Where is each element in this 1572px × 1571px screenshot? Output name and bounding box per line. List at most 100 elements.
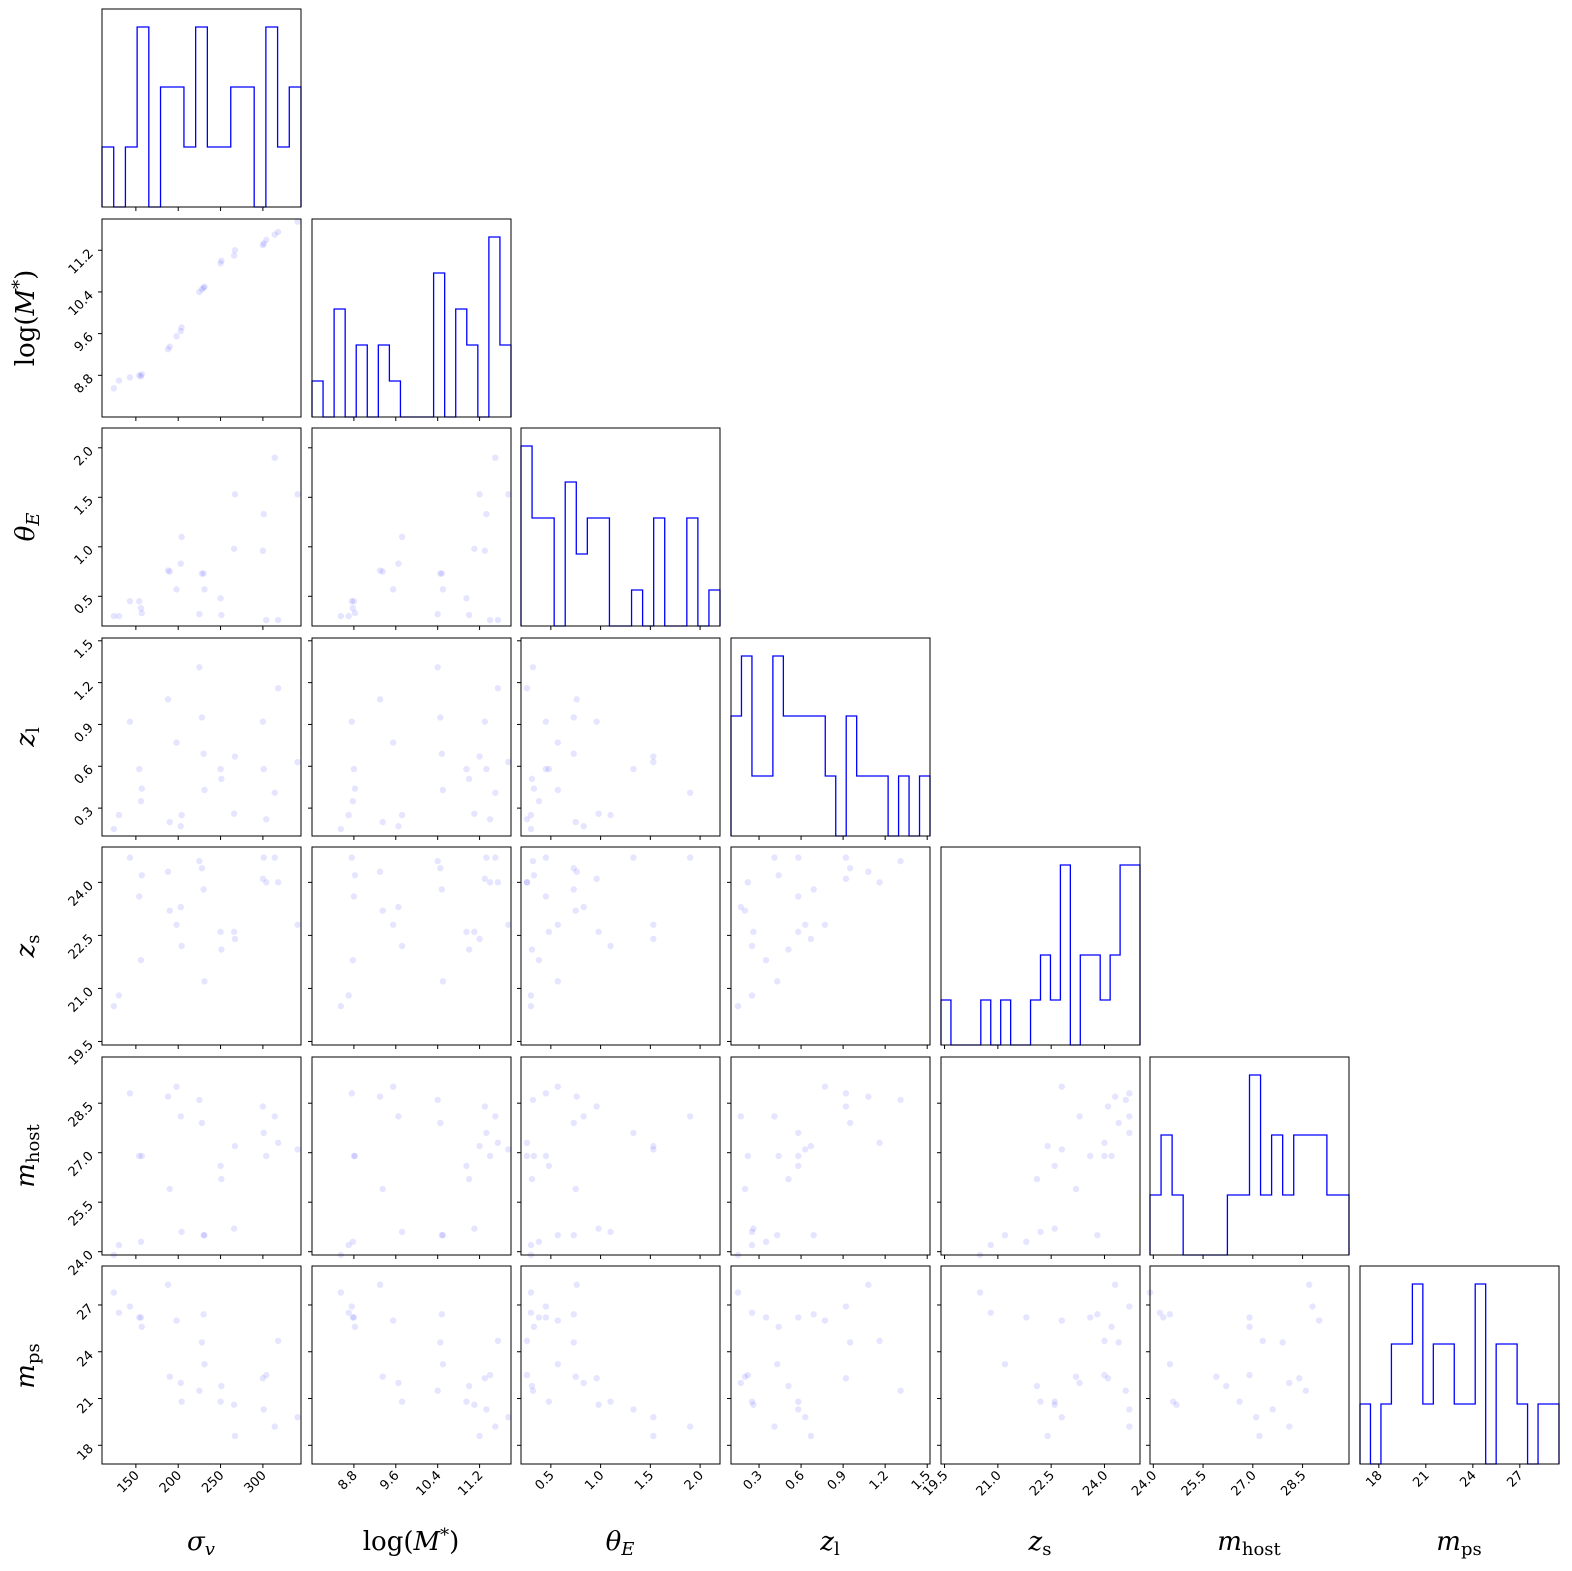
scatter-point — [650, 1432, 657, 1440]
scatter-point — [483, 854, 490, 861]
scatter-point — [1315, 1317, 1323, 1324]
panel-frame — [101, 1056, 302, 1256]
scatter-point — [351, 1323, 359, 1331]
scatter-point — [810, 1232, 817, 1239]
scatter-point — [138, 371, 145, 378]
panel-m_ps-vs-z_l: 0.3 0.6 0.9 1.2 1.5 — [727, 1265, 934, 1493]
scatter-point — [173, 1317, 180, 1324]
panel-frame — [311, 637, 512, 837]
scatter-point — [1156, 1309, 1164, 1316]
scatter-point — [260, 510, 267, 518]
scatter-point — [345, 1309, 352, 1316]
scatter-point — [263, 879, 270, 886]
scatter-point — [580, 1113, 587, 1120]
y-tick-label: 24.0 — [66, 879, 97, 910]
scatter-point — [218, 257, 225, 264]
scatter-point — [494, 1337, 502, 1345]
scatter-point — [486, 816, 494, 823]
scatter-point — [1160, 1314, 1167, 1321]
scatter-point — [200, 284, 207, 291]
scatter-point — [492, 789, 499, 796]
x-tick-label: 0.3 — [741, 1468, 766, 1493]
scatter-point — [807, 1432, 815, 1440]
scatter-point — [218, 611, 225, 619]
y-tick-label: 1.2 — [72, 679, 97, 704]
scatter-point — [580, 1379, 587, 1387]
scatter-point — [748, 1228, 756, 1236]
scatter-point — [1246, 1323, 1253, 1331]
scatter-point — [580, 903, 587, 911]
scatter-point — [177, 823, 184, 830]
panel-frame — [940, 1056, 1141, 1256]
scatter-point — [349, 1238, 357, 1246]
scatter-point — [527, 1309, 535, 1316]
panel-m_ps-vs-logM: 8.8 9.6 10.4 11.2 — [308, 1265, 512, 1499]
scatter-point — [231, 491, 239, 498]
scatter-point — [607, 942, 614, 950]
histogram-m_host — [1149, 1074, 1350, 1256]
scatter-point — [437, 1119, 444, 1127]
panel-m_host-vs-z_l — [727, 1056, 931, 1259]
scatter-point — [737, 903, 745, 911]
scatter-point — [802, 1414, 809, 1421]
scatter-point — [231, 753, 239, 760]
scatter-point — [842, 1303, 850, 1310]
scatter-point — [821, 921, 829, 928]
scatter-point — [471, 810, 478, 817]
scatter-point — [1037, 1398, 1044, 1405]
scatter-point — [137, 1238, 145, 1246]
panel-frame — [311, 1265, 512, 1465]
scatter-point — [1072, 1373, 1080, 1380]
scatter-point — [741, 1185, 749, 1193]
scatter-point — [217, 765, 224, 773]
x-tick-label: 9.6 — [377, 1468, 402, 1493]
scatter-point — [795, 893, 802, 900]
scatter-point — [744, 879, 752, 886]
scatter-point — [337, 612, 344, 620]
scatter-point — [1296, 1375, 1303, 1382]
scatter-point — [876, 879, 883, 886]
y-tick-label: 27 — [75, 1301, 97, 1323]
scatter-point — [523, 816, 531, 823]
scatter-point — [437, 570, 444, 577]
scatter-point — [492, 854, 499, 861]
scatter-point — [178, 324, 185, 331]
scatter-point — [595, 928, 602, 936]
scatter-point — [437, 1339, 444, 1346]
x-tick-label: 24.0 — [1080, 1468, 1111, 1499]
scatter-point — [795, 1129, 802, 1137]
x-tick-label: 150 — [115, 1468, 143, 1496]
scatter-point — [200, 750, 207, 757]
scatter-point — [177, 903, 184, 911]
scatter-point — [376, 868, 384, 875]
scatter-point — [178, 811, 185, 819]
scatter-point — [1037, 1228, 1044, 1236]
scatter-point — [178, 1398, 185, 1405]
xlabel-z-l: zl — [819, 1527, 840, 1560]
scatter-point — [1170, 1398, 1177, 1405]
scatter-point — [217, 595, 224, 602]
panel-z_s-vs-theta_E — [517, 846, 721, 1049]
scatter-point — [734, 1002, 742, 1010]
scatter-point — [630, 765, 637, 773]
panel-theta_E-vs-logM — [308, 427, 512, 630]
scatter-point — [271, 1113, 278, 1120]
scatter-point — [259, 875, 267, 883]
scatter-point — [164, 1093, 172, 1100]
scatter-point — [138, 609, 145, 617]
scatter-point — [349, 956, 357, 964]
scatter-point — [376, 1281, 384, 1288]
y-tick-label: 0.5 — [72, 593, 97, 618]
x-tick-label: 0.9 — [825, 1468, 850, 1493]
scatter-point — [136, 893, 143, 900]
x-tick-label: 0.5 — [532, 1468, 557, 1493]
scatter-point — [595, 1401, 602, 1408]
panel-m_host-vs-sigma_v: 24.0 25.5 27.0 28.5 — [66, 1056, 302, 1279]
scatter-point — [528, 775, 536, 783]
scatter-point — [271, 231, 278, 238]
scatter-point — [164, 1281, 172, 1288]
scatter-point — [1033, 1175, 1041, 1183]
scatter-point — [437, 714, 444, 721]
scatter-point — [686, 789, 694, 796]
panel-z_l-vs-theta_E — [517, 637, 721, 840]
